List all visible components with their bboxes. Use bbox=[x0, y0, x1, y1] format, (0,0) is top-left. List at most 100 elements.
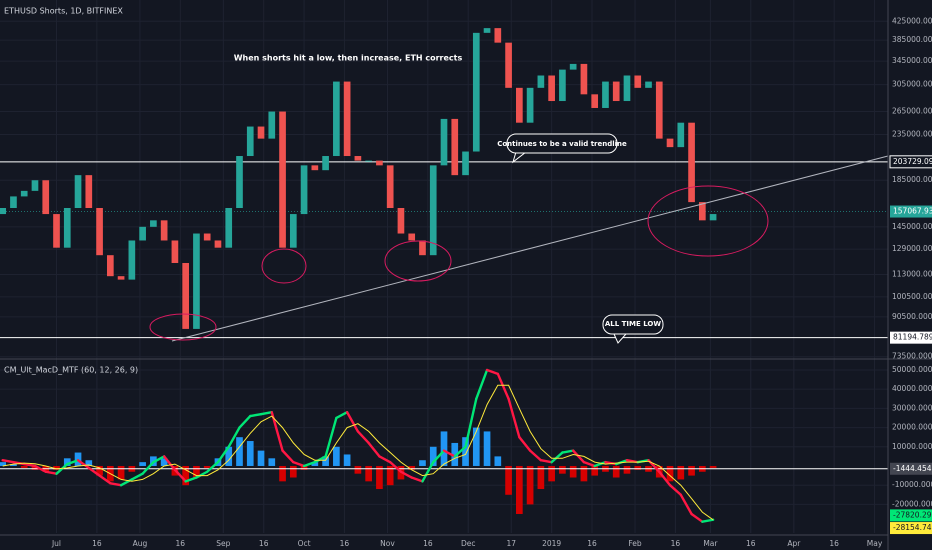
price-label: -1444.4545 bbox=[893, 464, 932, 473]
candle bbox=[559, 69, 566, 102]
x-tick-label: 17 bbox=[506, 539, 516, 548]
histogram-bar bbox=[516, 465, 523, 514]
candle bbox=[171, 240, 179, 263]
y-tick-label: 50000.0000 bbox=[892, 365, 932, 374]
x-tick-label: 16 bbox=[671, 539, 681, 548]
candle bbox=[494, 28, 502, 43]
macd-segment bbox=[87, 466, 101, 477]
histogram-bar bbox=[429, 446, 437, 466]
histogram-bar bbox=[193, 465, 200, 478]
histogram-bar bbox=[677, 465, 685, 480]
histogram-bar bbox=[591, 465, 599, 476]
candle bbox=[440, 118, 448, 166]
candle bbox=[53, 214, 60, 248]
candle bbox=[203, 233, 211, 241]
histogram-bar bbox=[688, 465, 695, 476]
trendline bbox=[171, 155, 889, 342]
candle bbox=[354, 156, 362, 161]
candle bbox=[376, 160, 383, 166]
candle bbox=[698, 202, 706, 221]
histogram-bar bbox=[537, 465, 545, 490]
candle bbox=[677, 122, 685, 148]
macd-segment bbox=[130, 472, 144, 481]
price-label-box bbox=[890, 522, 932, 535]
y-tick-label: 100500.0000 bbox=[892, 292, 932, 301]
histogram-bar bbox=[96, 465, 103, 476]
histogram-bar bbox=[85, 460, 93, 466]
price-label-box bbox=[890, 462, 932, 475]
candle bbox=[322, 156, 329, 171]
price-label-box bbox=[890, 331, 932, 344]
macd-segment bbox=[582, 460, 596, 468]
candle bbox=[386, 165, 394, 209]
macd-segment bbox=[335, 411, 349, 420]
histogram-bar bbox=[419, 460, 426, 466]
histogram-bar bbox=[408, 465, 416, 470]
candle bbox=[505, 42, 512, 88]
price-label: 203729.0984 bbox=[893, 157, 932, 166]
annotation: Continues to be a valid trendline bbox=[497, 140, 627, 148]
macd-segment bbox=[184, 476, 198, 483]
macd-segment bbox=[238, 414, 252, 429]
candle bbox=[462, 151, 469, 176]
y-tick-label: 145000.0000 bbox=[892, 222, 932, 231]
candle bbox=[311, 165, 319, 171]
macd-segment bbox=[442, 449, 456, 458]
histogram-bar bbox=[268, 458, 276, 466]
candle bbox=[279, 111, 286, 248]
histogram-bar bbox=[623, 465, 631, 474]
macd-segment bbox=[1, 459, 15, 464]
highlight-ellipse bbox=[647, 185, 769, 257]
macd-segment bbox=[345, 411, 360, 433]
annotation: ALL TIME LOW bbox=[605, 320, 662, 328]
macd-segment bbox=[485, 368, 500, 376]
macd-segment bbox=[528, 449, 543, 462]
macd-segment bbox=[453, 445, 467, 458]
y-tick-label: 235000.0000 bbox=[892, 130, 932, 139]
histogram-bar bbox=[225, 446, 233, 466]
macd-segment bbox=[216, 445, 230, 464]
callout-box bbox=[506, 133, 618, 154]
candle bbox=[160, 220, 168, 241]
x-tick-label: Aug bbox=[133, 539, 148, 548]
histogram-bar bbox=[365, 465, 372, 482]
candle bbox=[117, 276, 125, 280]
candle bbox=[612, 81, 620, 102]
histogram-bar bbox=[139, 462, 146, 466]
candle bbox=[591, 94, 599, 108]
macd-segment bbox=[658, 470, 672, 487]
candle bbox=[580, 63, 588, 95]
candle bbox=[74, 175, 82, 209]
macd-segment bbox=[66, 459, 80, 466]
y-tick-label: 20000.0000 bbox=[892, 423, 932, 432]
macd-segment bbox=[593, 460, 607, 468]
y-tick-label: 90500.0000 bbox=[892, 312, 932, 321]
candle bbox=[343, 81, 351, 157]
highlight-ellipse bbox=[261, 248, 307, 284]
histogram-bar bbox=[440, 431, 448, 466]
y-tick-label: 113000.0000 bbox=[892, 269, 932, 278]
x-tick-label: May bbox=[867, 539, 883, 548]
x-tick-label: Jul bbox=[51, 539, 61, 548]
macd-segment bbox=[324, 416, 338, 458]
histogram-bar bbox=[31, 465, 39, 470]
histogram-bar bbox=[354, 465, 362, 474]
candle bbox=[63, 208, 71, 248]
x-tick-label: 16 bbox=[92, 539, 102, 548]
candle bbox=[645, 81, 652, 88]
candle bbox=[128, 240, 136, 280]
candle bbox=[688, 122, 695, 203]
x-tick-label: 16 bbox=[587, 539, 597, 548]
histogram-bar bbox=[526, 465, 534, 505]
candle bbox=[548, 75, 555, 102]
y-tick-label: 10000.0000 bbox=[892, 442, 932, 451]
candle bbox=[451, 118, 459, 176]
macd-segment bbox=[281, 449, 295, 464]
macd-segment bbox=[313, 455, 327, 464]
macd-segment bbox=[464, 397, 478, 448]
candle bbox=[516, 87, 523, 123]
chart-title: ETHUSD Shorts, 1D, BITFINEX bbox=[4, 7, 123, 16]
highlight-ellipse bbox=[149, 313, 217, 341]
y-tick-label: -10000.0000 bbox=[892, 480, 932, 489]
